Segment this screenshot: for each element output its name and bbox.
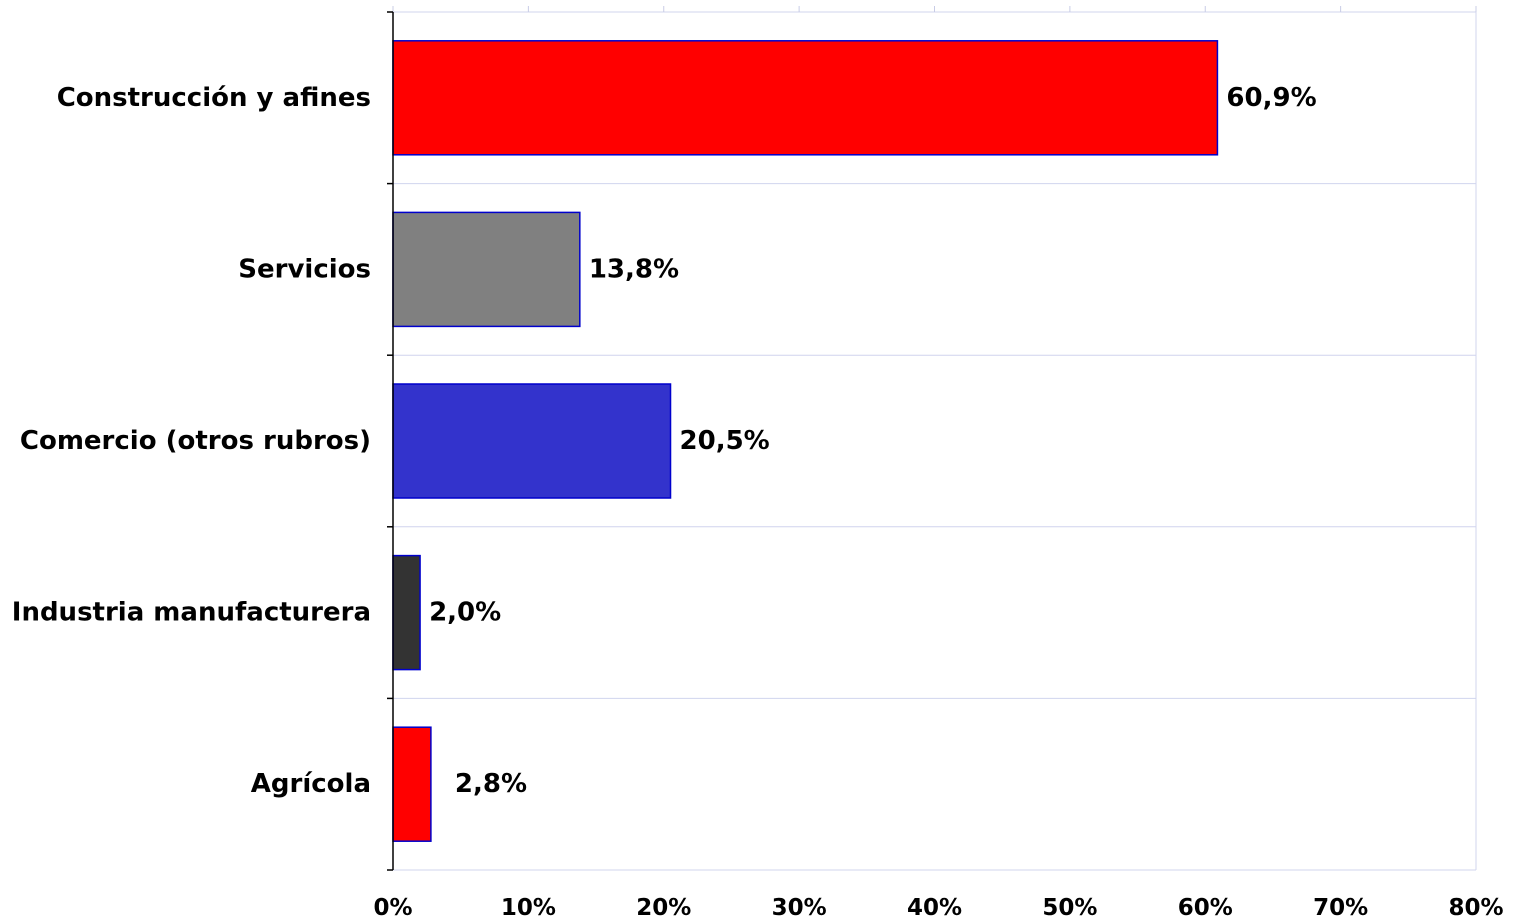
data-label: 20,5%: [680, 426, 770, 456]
x-tick-label: 20%: [636, 895, 691, 920]
data-label: 2,0%: [429, 598, 501, 628]
category-label: Agrícola: [251, 769, 371, 799]
grid-layer: [392, 6, 1477, 871]
data-label: 13,8%: [589, 254, 679, 284]
x-tick-label: 80%: [1448, 895, 1503, 920]
category-label: Construcción y afines: [57, 83, 371, 113]
bar: [392, 40, 1219, 156]
x-tick-label: 0%: [373, 895, 412, 920]
x-tick-label: 30%: [772, 895, 827, 920]
bars-layer: [392, 40, 1219, 842]
x-tick-label: 10%: [501, 895, 556, 920]
data-label: 2,8%: [455, 769, 527, 799]
category-label: Servicios: [238, 254, 371, 284]
data-label: 60,9%: [1226, 83, 1316, 113]
bar: [392, 726, 432, 842]
x-tick-label: 50%: [1042, 895, 1097, 920]
bar: [392, 554, 421, 671]
category-label: Industria manufacturera: [12, 598, 371, 628]
x-tick-label: 70%: [1313, 895, 1368, 920]
x-tick-label: 40%: [907, 895, 962, 920]
bar: [392, 383, 672, 499]
labels-layer: Construcción y afines Servicios Comercio (…: [12, 83, 1504, 920]
category-label: Comercio (otros rubros): [20, 426, 371, 456]
axis-layer: [387, 11, 394, 871]
bar: [392, 211, 581, 328]
x-tick-label: 60%: [1178, 895, 1233, 920]
